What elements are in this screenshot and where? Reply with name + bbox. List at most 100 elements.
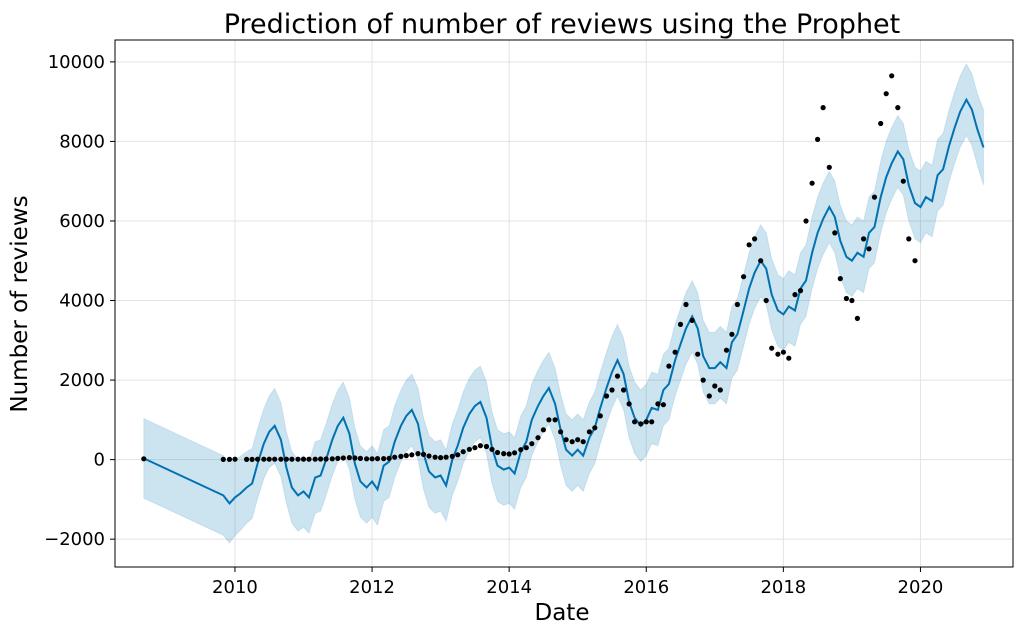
- observed-point: [392, 454, 398, 460]
- observed-point: [592, 425, 598, 431]
- observed-point: [449, 453, 455, 459]
- observed-point: [660, 402, 667, 408]
- observed-point: [763, 297, 769, 304]
- observed-point: [912, 258, 918, 264]
- observed-point: [506, 451, 512, 457]
- observed-point: [306, 456, 312, 462]
- observed-point: [483, 443, 490, 450]
- observed-point: [723, 347, 730, 353]
- observed-point: [712, 383, 718, 389]
- observed-point: [255, 456, 261, 462]
- observed-point: [706, 393, 712, 399]
- observed-point: [472, 445, 478, 451]
- observed-point: [386, 455, 392, 461]
- observed-point: [575, 437, 581, 443]
- observed-point: [364, 456, 370, 462]
- observed-point: [398, 453, 404, 459]
- observed-point: [346, 455, 352, 461]
- observed-point: [535, 435, 541, 441]
- x-tick-label: 2020: [898, 577, 944, 598]
- observed-point: [546, 417, 552, 423]
- observed-point: [700, 377, 706, 383]
- observed-point: [689, 317, 695, 323]
- observed-point: [758, 258, 764, 264]
- observed-point: [569, 439, 575, 445]
- observed-point: [300, 456, 307, 462]
- observed-point: [803, 218, 809, 224]
- observed-point: [655, 401, 661, 407]
- observed-point: [357, 455, 363, 461]
- observed-point: [409, 452, 415, 458]
- observed-point: [415, 451, 421, 457]
- observed-point: [717, 387, 723, 393]
- observed-point: [603, 393, 610, 399]
- observed-point: [403, 453, 409, 459]
- observed-point: [477, 443, 483, 449]
- observed-point: [529, 441, 535, 447]
- observed-point: [523, 445, 529, 451]
- observed-point: [837, 276, 843, 282]
- observed-point: [494, 449, 501, 456]
- observed-point: [501, 451, 507, 457]
- observed-point: [906, 236, 912, 242]
- observed-point: [746, 242, 752, 248]
- observed-point: [318, 456, 324, 462]
- observed-point: [374, 456, 381, 462]
- observed-point: [283, 456, 289, 462]
- x-axis-label: Date: [535, 600, 590, 626]
- observed-point: [289, 456, 295, 462]
- observed-point: [335, 455, 341, 461]
- observed-point: [832, 230, 838, 236]
- observed-point: [866, 246, 872, 252]
- observed-point: [466, 446, 472, 452]
- observed-point: [455, 452, 461, 458]
- observed-point: [312, 456, 318, 462]
- observed-point: [878, 120, 884, 127]
- observed-point: [826, 164, 832, 170]
- y-tick-label: −2000: [44, 529, 105, 550]
- plot-frame: [114, 39, 1014, 568]
- observed-point: [741, 274, 747, 280]
- observed-point: [900, 178, 906, 184]
- observed-point: [226, 456, 233, 462]
- forecast-line: [143, 97, 985, 505]
- observed-point: [511, 450, 518, 456]
- x-tick-label: 2010: [212, 577, 258, 598]
- observed-point: [381, 456, 387, 462]
- observed-point: [597, 413, 603, 419]
- x-tick-label: 2016: [623, 577, 669, 598]
- observed-point: [432, 454, 438, 460]
- observed-point: [552, 417, 558, 423]
- observed-point: [558, 429, 564, 435]
- observed-point: [666, 363, 672, 369]
- observed-point: [809, 180, 815, 186]
- observed-point: [775, 351, 781, 357]
- observed-point: [815, 136, 821, 142]
- observed-point: [672, 349, 678, 355]
- y-tick-label: 8000: [59, 131, 105, 152]
- observed-point: [786, 355, 792, 361]
- x-tick-label: 2012: [349, 577, 395, 598]
- observed-point: [626, 401, 632, 407]
- observed-point: [580, 439, 586, 445]
- observed-point: [266, 456, 272, 462]
- observed-point: [609, 387, 615, 393]
- observed-point: [141, 456, 147, 462]
- observed-point: [854, 315, 861, 321]
- observed-point: [843, 295, 850, 302]
- y-tick-label: 2000: [59, 370, 105, 391]
- observed-point: [643, 419, 649, 425]
- observed-point: [734, 301, 741, 308]
- observed-point: [420, 451, 427, 457]
- observed-point: [518, 447, 524, 453]
- observed-point: [871, 194, 878, 200]
- observed-point: [649, 419, 655, 425]
- observed-point: [820, 105, 826, 111]
- observed-point: [563, 437, 569, 443]
- observed-point: [352, 455, 358, 461]
- observed-point: [232, 456, 238, 462]
- observed-point: [849, 297, 855, 304]
- observed-point: [769, 345, 775, 351]
- observed-point: [249, 456, 255, 462]
